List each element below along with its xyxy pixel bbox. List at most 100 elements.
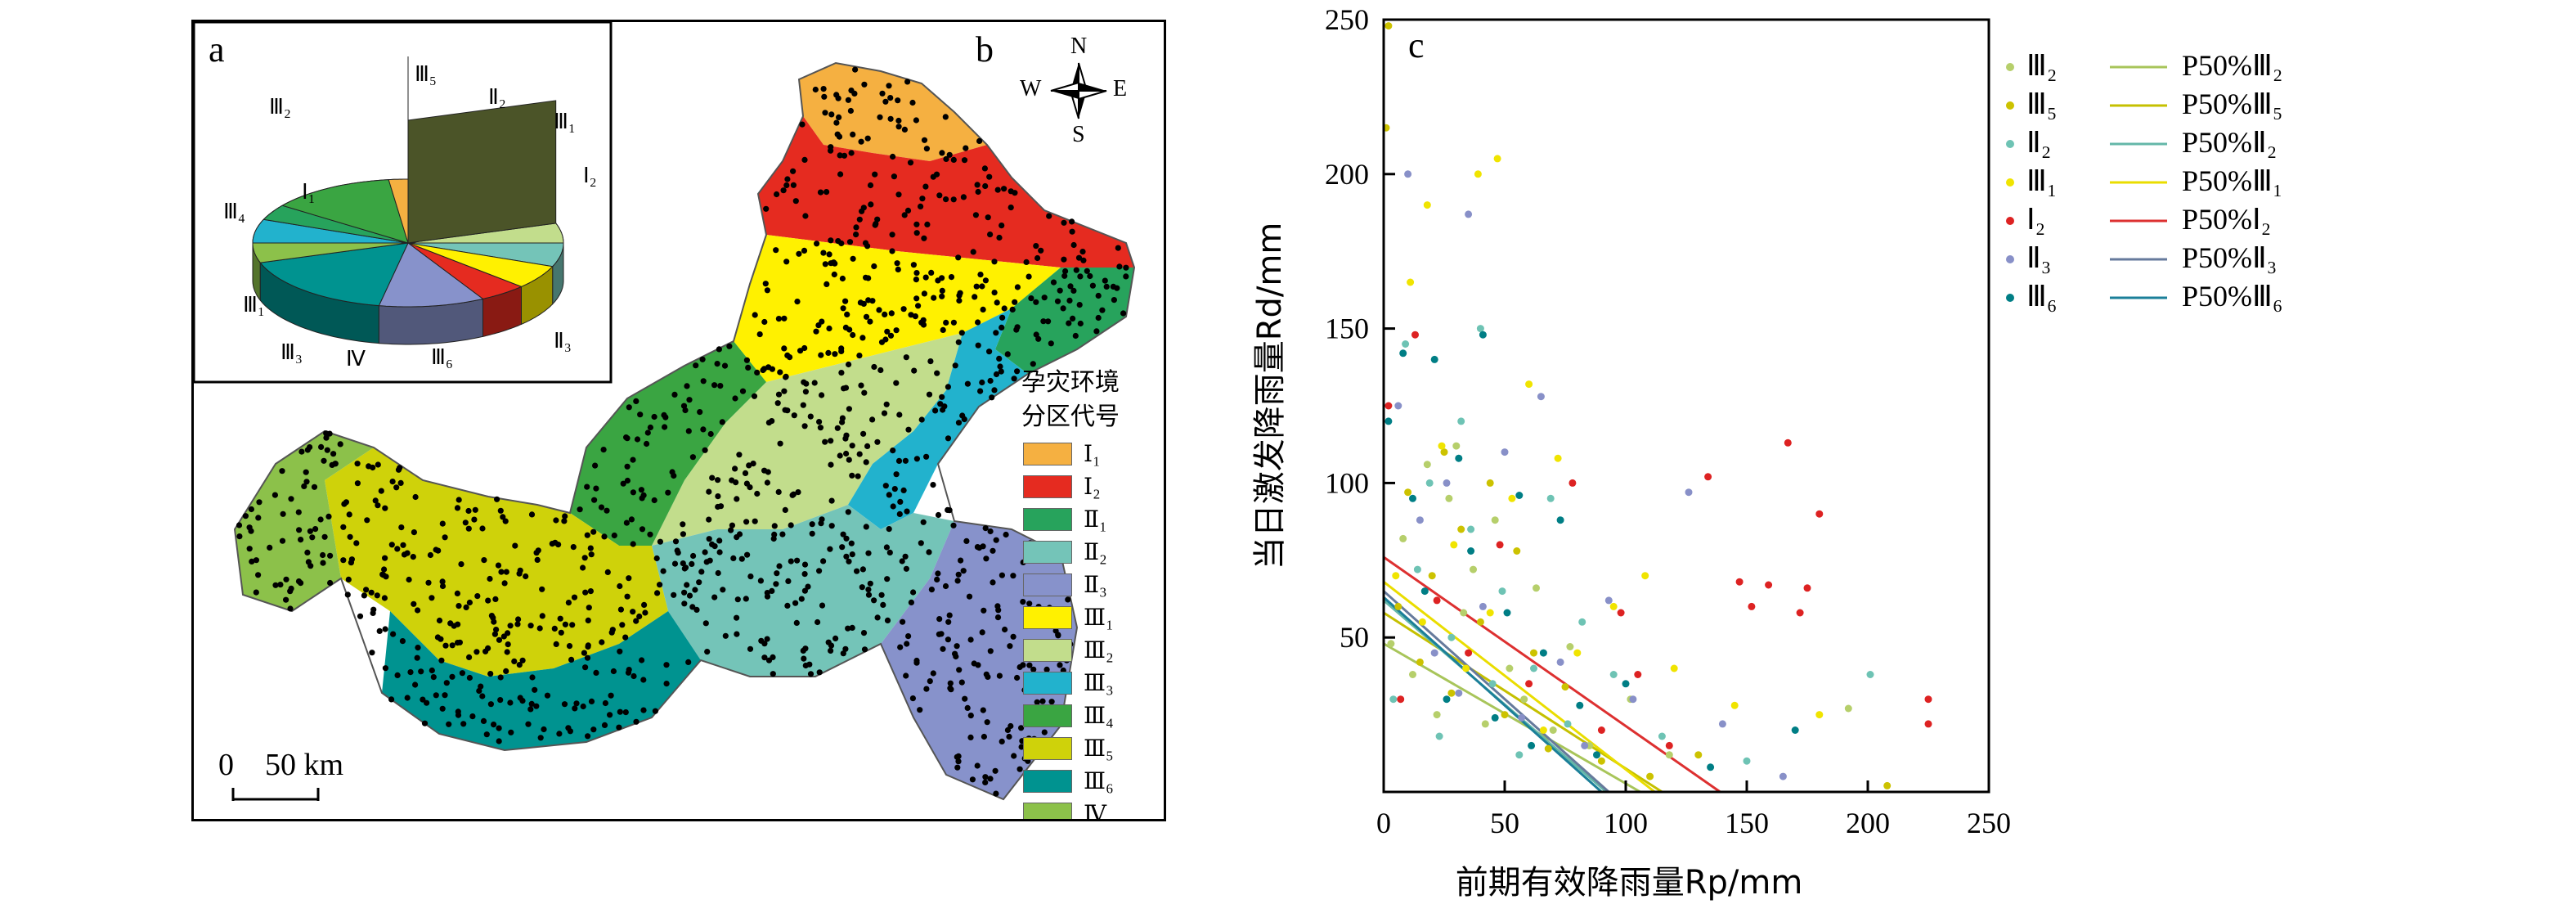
hazard-point <box>893 471 900 478</box>
hazard-point <box>975 319 981 326</box>
hazard-point <box>500 514 506 520</box>
hazard-point <box>312 526 319 533</box>
hazard-point <box>798 596 805 602</box>
hazard-point <box>908 312 914 318</box>
hazard-point <box>505 641 511 648</box>
hazard-point <box>889 232 895 238</box>
hazard-point <box>630 456 636 463</box>
hazard-point <box>1039 698 1046 704</box>
pie-slice <box>407 242 554 287</box>
hazard-point <box>584 532 590 538</box>
hazard-point <box>438 636 444 642</box>
hazard-point <box>822 439 828 445</box>
hazard-point <box>439 582 447 590</box>
hazard-point <box>837 171 844 178</box>
hazard-point <box>950 196 957 203</box>
x-tick-label: 50 <box>1490 807 1519 839</box>
hazard-point <box>738 555 745 562</box>
hazard-point <box>541 726 547 733</box>
hazard-point <box>794 557 801 564</box>
hazard-point <box>915 303 922 309</box>
hazard-point <box>647 424 654 431</box>
scatter-point <box>1694 751 1703 759</box>
hazard-point <box>535 547 541 554</box>
hazard-point <box>354 461 361 467</box>
hazard-point <box>255 572 262 578</box>
hazard-point <box>886 492 892 498</box>
pie-label-II2: Ⅱ₂ <box>488 85 506 109</box>
hazard-point <box>500 633 507 640</box>
hazard-point <box>487 701 494 708</box>
hazard-point <box>946 612 953 618</box>
hazard-point <box>895 457 903 465</box>
scatter-point <box>1404 170 1412 178</box>
hazard-point <box>853 232 859 238</box>
hazard-point <box>662 414 669 421</box>
hazard-point <box>904 641 910 647</box>
hazard-point <box>660 568 666 574</box>
hazard-point <box>977 272 984 278</box>
hazard-point <box>783 373 789 380</box>
hazard-point <box>919 196 926 202</box>
hazard-point <box>924 221 931 227</box>
hazard-point <box>967 636 974 643</box>
hazard-point <box>945 384 951 390</box>
chart-axes <box>1382 18 1990 794</box>
hazard-point <box>466 674 473 681</box>
hazard-point <box>485 645 491 652</box>
hazard-point <box>867 580 873 587</box>
hazard-point <box>982 182 989 190</box>
hazard-point <box>839 275 846 282</box>
tick-labels: 0 50 100 150 200 250 50 100 150 200 250 <box>1325 3 2011 839</box>
hazard-point <box>943 319 949 326</box>
hazard-point <box>379 571 386 578</box>
hazard-point <box>849 472 855 479</box>
hazard-point <box>657 538 664 545</box>
hazard-point <box>842 324 849 331</box>
hazard-point <box>843 450 850 457</box>
hazard-point <box>843 432 850 439</box>
legend-swatch <box>1023 672 1072 695</box>
hazard-point <box>493 627 500 633</box>
hazard-point <box>882 98 889 105</box>
hazard-point <box>869 416 876 423</box>
hazard-point <box>325 513 332 520</box>
hazard-point <box>994 187 1001 193</box>
scatter-point <box>1418 618 1426 626</box>
hazard-point <box>1120 310 1127 317</box>
hazard-point <box>497 697 504 704</box>
hazard-point <box>970 249 976 255</box>
hazard-point <box>433 692 439 699</box>
hazard-point <box>817 189 824 196</box>
hazard-point <box>581 650 587 656</box>
hazard-point <box>382 555 388 561</box>
hazard-point <box>880 601 886 609</box>
hazard-point <box>654 590 661 596</box>
hazard-point <box>987 776 994 782</box>
hazard-point <box>307 528 313 534</box>
hazard-point <box>784 352 791 358</box>
hazard-point <box>378 488 384 494</box>
hazard-point <box>869 298 876 304</box>
hazard-point <box>809 521 815 528</box>
hazard-point <box>382 626 388 632</box>
hazard-point <box>848 540 855 546</box>
hazard-point <box>253 557 259 564</box>
fit-line <box>1383 555 1721 794</box>
hazard-point <box>1006 733 1012 740</box>
scatter-point <box>1546 494 1555 502</box>
hazard-point <box>887 115 894 122</box>
hazard-point <box>935 570 941 577</box>
hazard-point <box>534 556 541 564</box>
hazard-point <box>993 790 999 797</box>
hazard-point <box>845 97 851 103</box>
hazard-point <box>1099 307 1106 313</box>
hazard-point <box>911 367 918 374</box>
hazard-point <box>840 305 846 312</box>
hazard-point <box>465 525 472 532</box>
scatter-point <box>1384 402 1393 410</box>
hazard-point <box>781 345 788 352</box>
hazard-point <box>770 654 776 661</box>
hazard-point <box>940 645 946 652</box>
hazard-point <box>918 203 924 209</box>
